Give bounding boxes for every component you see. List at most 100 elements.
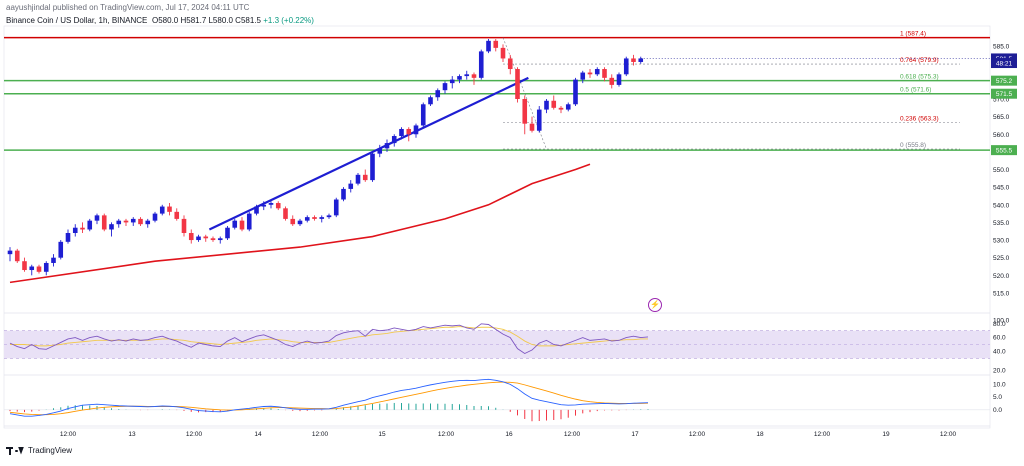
candle-body — [312, 217, 317, 219]
rsi-tick-label: 80.0 — [993, 321, 1006, 328]
candle-body — [246, 213, 252, 230]
candle — [43, 261, 49, 276]
candle — [51, 254, 56, 267]
change-value: +1.3 (+0.22%) — [263, 16, 314, 25]
candle-body — [587, 72, 593, 75]
candle-body — [167, 206, 172, 212]
candle-body — [558, 107, 564, 110]
candle — [94, 213, 100, 225]
candle — [275, 201, 281, 211]
candle — [181, 215, 187, 237]
time-tick-label: 14 — [254, 431, 262, 438]
candle — [399, 127, 404, 140]
lightning-icon[interactable]: ⚡ — [648, 298, 662, 312]
candle — [522, 95, 528, 135]
candle-body — [500, 47, 506, 59]
candle — [36, 264, 42, 274]
candle — [515, 67, 520, 103]
candle — [29, 264, 35, 276]
candle-body — [391, 136, 397, 144]
candle-body — [348, 183, 354, 189]
trend-line — [208, 76, 529, 231]
candle-body — [355, 174, 361, 184]
candle-body — [406, 128, 412, 135]
candle-body — [232, 220, 238, 228]
candle-body — [602, 69, 607, 78]
footer-brand[interactable]: TradingView — [6, 446, 72, 455]
candle-body — [333, 199, 339, 216]
candle-body — [72, 227, 78, 233]
candle — [116, 218, 122, 228]
candle — [319, 215, 325, 223]
candle — [623, 56, 629, 77]
time-tick-label: 18 — [756, 431, 764, 438]
candle-body — [413, 125, 419, 135]
rsi-tick-label: 100.0 — [993, 317, 1010, 324]
candle — [174, 208, 180, 221]
candle — [565, 102, 571, 112]
candle — [580, 70, 586, 84]
fib-level-label: 0.764 (579.9) — [900, 57, 939, 64]
price-tick-label: 515.0 — [993, 290, 1010, 297]
candle-body — [638, 58, 644, 62]
candle-body — [428, 97, 433, 105]
candle — [152, 211, 158, 223]
macd-tick-label: 10.0 — [993, 381, 1006, 388]
time-tick-label: 12:00 — [312, 431, 329, 438]
candle-body — [123, 220, 129, 223]
candle — [254, 204, 259, 216]
candle — [616, 72, 622, 87]
price-tag: 571.5 — [991, 88, 1017, 99]
candle-body — [623, 58, 629, 75]
price-tick-label: 535.0 — [993, 220, 1010, 227]
candle — [471, 72, 477, 85]
candle-body — [319, 217, 325, 219]
candle — [609, 74, 615, 89]
candle-body — [116, 220, 122, 225]
candle — [406, 127, 412, 142]
rsi-tick-label: 40.0 — [993, 348, 1006, 355]
candle — [435, 88, 441, 101]
candle-body — [174, 211, 180, 219]
candle — [109, 222, 114, 237]
candle — [355, 173, 361, 186]
time-tick-label: 15 — [378, 431, 386, 438]
candle — [341, 187, 346, 202]
price-tag-label: 555.5 — [996, 148, 1013, 155]
candle-body — [464, 74, 470, 77]
candle-body — [580, 72, 586, 80]
price-tick-label: 530.0 — [993, 238, 1010, 245]
candle — [486, 39, 491, 54]
time-tick-label: 19 — [882, 431, 890, 438]
candle-body — [87, 220, 93, 230]
fib-level-label: 0.618 (575.3) — [900, 73, 939, 80]
time-tick-label: 13 — [128, 431, 136, 438]
price-tag: 575.2 — [991, 75, 1017, 86]
candle-body — [109, 224, 114, 230]
candle — [420, 102, 426, 128]
candle — [239, 217, 245, 232]
time-tick-label: 17 — [631, 431, 639, 438]
candle-body — [442, 83, 448, 91]
author-line: aayushjindal published on TradingView.co… — [6, 3, 250, 12]
candle — [587, 69, 593, 78]
candle — [217, 236, 223, 244]
candle-body — [58, 241, 64, 258]
macd-tick-label: 5.0 — [993, 394, 1002, 401]
candle — [602, 67, 607, 82]
candle — [478, 49, 484, 80]
candle — [80, 222, 85, 233]
candle-body — [471, 74, 477, 78]
candle — [348, 180, 354, 193]
candle-body — [80, 227, 85, 230]
candle-body — [94, 215, 100, 221]
candle-body — [268, 203, 274, 205]
candle-body — [51, 257, 56, 263]
candle-body — [457, 76, 462, 80]
candle-body — [29, 266, 35, 271]
candle — [188, 229, 194, 244]
time-tick-label: 16 — [505, 431, 513, 438]
candle-body — [609, 77, 615, 85]
price-tick-label: 570.0 — [993, 97, 1010, 104]
